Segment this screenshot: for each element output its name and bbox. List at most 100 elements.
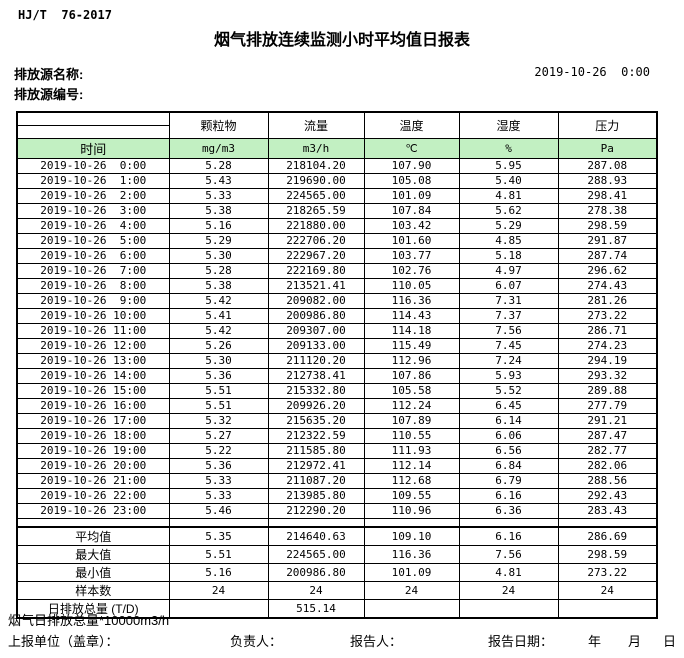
value-cell: 5.43 [168,172,269,189]
value-cell: 209307.00 [267,322,365,339]
value-cell: 107.90 [363,157,460,174]
value-cell: 298.41 [557,187,658,204]
col-header-humidity: 湿度 [458,111,559,139]
value-cell: 112.96 [363,352,460,369]
spacer-row [16,517,658,528]
value-cell: 213521.41 [267,277,365,294]
total-emission-note: 烟气日排放总量*10000m3/h [8,613,170,628]
summary-value-cell: 273.22 [557,563,658,582]
value-cell: 5.38 [168,277,269,294]
time-cell: 2019-10-26 23:00 [16,502,170,519]
value-cell: 114.43 [363,307,460,324]
summary-value-cell: 7.56 [458,545,559,564]
page-title: 烟气排放连续监测小时平均值日报表 [213,32,470,49]
value-cell: 209926.20 [267,397,365,414]
time-cell: 2019-10-26 13:00 [16,352,170,369]
value-cell: 6.16 [458,487,559,504]
summary-label: 样本数 [16,581,170,600]
value-cell: 211087.20 [267,472,365,489]
value-cell: 112.24 [363,397,460,414]
unit-particulate: mg/m3 [168,137,269,159]
summary-value-cell: 24 [363,581,460,600]
time-cell: 2019-10-26 7:00 [16,262,170,279]
report-table: 颗粒物 流量 温度 湿度 压力 时间 mg/m3 m3/h ℃ % Pa 201… [16,111,658,619]
report-date-label: 报告日期： [488,634,554,649]
value-cell: 222967.20 [267,247,365,264]
value-cell: 5.29 [458,217,559,234]
time-cell: 2019-10-26 15:00 [16,382,170,399]
table-row: 2019-10-26 14:00 5.36 212738.41 107.86 5.93 2… [16,367,658,384]
value-cell: 287.74 [557,247,658,264]
value-cell: 287.47 [557,427,658,444]
value-cell: 6.45 [458,397,559,414]
time-cell: 2019-10-26 12:00 [16,337,170,354]
value-cell: 292.43 [557,487,658,504]
value-cell: 5.46 [168,502,269,519]
data-rows: 2019-10-26 0:00 5.28 218104.20 107.90 5.95 28… [16,157,658,519]
value-cell: 102.76 [363,262,460,279]
value-cell: 282.06 [557,457,658,474]
time-cell: 2019-10-26 19:00 [16,442,170,459]
value-cell: 5.42 [168,322,269,339]
value-cell: 212972.41 [267,457,365,474]
value-cell: 278.38 [557,202,658,219]
value-cell: 5.38 [168,202,269,219]
table-row: 2019-10-26 0:00 5.28 218104.20 107.90 5.95 28… [16,157,658,174]
value-cell: 7.56 [458,322,559,339]
time-cell: 2019-10-26 16:00 [16,397,170,414]
table-row: 2019-10-26 17:00 5.32 215635.20 107.89 6.14 2… [16,412,658,429]
summary-value-cell: 109.10 [363,526,460,546]
value-cell: 6.07 [458,277,559,294]
table-row: 2019-10-26 20:00 5.36 212972.41 112.14 6.84 2… [16,457,658,474]
unit-pressure: Pa [557,137,658,159]
unit-humidity: % [458,137,559,159]
value-cell: 218265.59 [267,202,365,219]
summary-value-cell [458,599,559,619]
spacer-cell [557,517,658,528]
table-row: 2019-10-26 5:00 5.29 222706.20 101.60 4.85 29… [16,232,658,249]
summary-value-cell: 116.36 [363,545,460,564]
summary-label: 平均值 [16,526,170,546]
time-cell: 2019-10-26 2:00 [16,187,170,204]
signature-row: 上报单位（盖章）： 负责人： 报告人： 报告日期： 年 月 日 [0,631,684,649]
value-cell: 101.09 [363,187,460,204]
summary-row: 样本数 24 24 24 24 24 [16,581,658,600]
value-cell: 5.51 [168,382,269,399]
value-cell: 5.16 [168,217,269,234]
time-cell: 2019-10-26 14:00 [16,367,170,384]
empty-corner-cell-top [16,111,170,126]
value-cell: 209082.00 [267,292,365,309]
value-cell: 105.08 [363,172,460,189]
value-cell: 4.97 [458,262,559,279]
spacer-section [16,517,658,528]
time-cell: 2019-10-26 21:00 [16,472,170,489]
value-cell: 221880.00 [267,217,365,234]
value-cell: 5.30 [168,352,269,369]
value-cell: 5.22 [168,442,269,459]
value-cell: 107.84 [363,202,460,219]
table-row: 2019-10-26 9:00 5.42 209082.00 116.36 7.31 28… [16,292,658,309]
value-cell: 5.36 [168,457,269,474]
value-cell: 6.84 [458,457,559,474]
value-cell: 291.87 [557,232,658,249]
summary-row: 日排放总量 (T/D) 515.14 [16,599,658,619]
value-cell: 288.56 [557,472,658,489]
summary-value-cell [363,599,460,619]
time-cell: 2019-10-26 5:00 [16,232,170,249]
value-cell: 5.28 [168,157,269,174]
value-cell: 5.40 [458,172,559,189]
table-row: 2019-10-26 16:00 5.51 209926.20 112.24 6.45 2… [16,397,658,414]
value-cell: 112.68 [363,472,460,489]
value-cell: 287.08 [557,157,658,174]
value-cell: 5.32 [168,412,269,429]
value-cell: 5.29 [168,232,269,249]
summary-row: 平均值 5.35 214640.63 109.10 6.16 286.69 [16,526,658,546]
unit-header-row: 时间 mg/m3 m3/h ℃ % Pa [16,137,658,159]
table-row: 2019-10-26 7:00 5.28 222169.80 102.76 4.97 29… [16,262,658,279]
table-row: 2019-10-26 22:00 5.33 213985.80 109.55 6.16 2… [16,487,658,504]
time-cell: 2019-10-26 20:00 [16,457,170,474]
time-cell: 2019-10-26 22:00 [16,487,170,504]
summary-label: 最小值 [16,563,170,582]
value-cell: 273.22 [557,307,658,324]
value-cell: 222706.20 [267,232,365,249]
